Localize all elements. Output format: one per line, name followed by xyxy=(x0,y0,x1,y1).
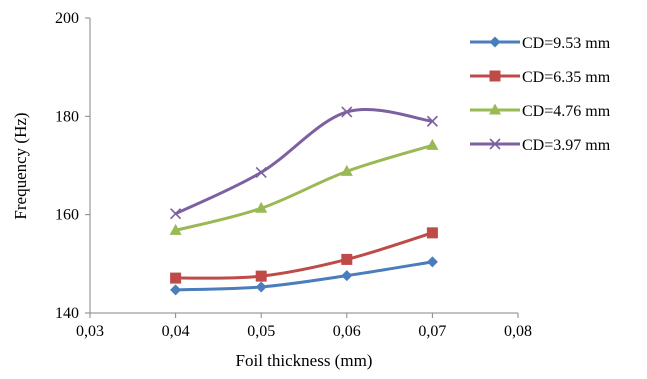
series-cd-3-97-mm xyxy=(170,106,438,220)
series-cd-6-35-mm xyxy=(170,227,438,284)
series-line xyxy=(175,143,433,232)
x-axis: 0,03 0,04 0,05 0,06 0,07 0,08 xyxy=(76,312,532,340)
legend-entry: CD=4.76 mm xyxy=(470,103,611,120)
y-tick-label: 160 xyxy=(55,207,79,224)
x-tick-label: 0,08 xyxy=(504,323,532,340)
legend-entry: CD=6.35 mm xyxy=(470,69,611,86)
y-axis-title: Frequency (Hz) xyxy=(11,112,30,219)
data-point xyxy=(170,208,182,220)
legend-label: CD=4.76 mm xyxy=(522,103,611,120)
x-axis-title: Foil thickness (mm) xyxy=(236,351,373,370)
data-point xyxy=(341,106,353,118)
legend-marker xyxy=(489,70,501,82)
data-point xyxy=(255,166,267,178)
legend-label: CD=6.35 mm xyxy=(522,69,611,86)
legend: CD=9.53 mm CD=6.35 mm CD=4.76 mm CD=3.97 mm xyxy=(470,35,611,154)
data-point xyxy=(170,284,182,296)
series-line xyxy=(175,231,433,280)
data-point xyxy=(170,272,182,284)
legend-marker xyxy=(489,138,501,150)
x-tick-label: 0,05 xyxy=(247,323,275,340)
y-tick-label: 200 xyxy=(55,10,79,27)
data-point xyxy=(169,223,182,235)
series-line xyxy=(175,260,433,292)
data-point xyxy=(341,253,353,265)
y-tick-label: 140 xyxy=(55,305,79,322)
legend-marker xyxy=(489,36,501,48)
x-tick-label: 0,03 xyxy=(76,323,104,340)
data-point xyxy=(426,256,438,268)
y-tick-label: 180 xyxy=(55,108,79,125)
series-cd-9-53-mm xyxy=(170,256,438,296)
series-line xyxy=(174,107,433,216)
data-point xyxy=(341,270,353,282)
data-point xyxy=(426,227,438,239)
data-point xyxy=(255,201,268,213)
x-tick-label: 0,06 xyxy=(333,323,361,340)
legend-marker xyxy=(489,103,501,115)
legend-label: CD=3.97 mm xyxy=(522,137,611,154)
data-point xyxy=(340,164,353,176)
data-point xyxy=(426,115,438,127)
data-point xyxy=(255,281,267,293)
legend-entry: CD=9.53 mm xyxy=(470,35,611,52)
y-axis: 140 160 180 200 xyxy=(55,10,91,322)
plot-area xyxy=(169,106,439,296)
data-point xyxy=(426,138,439,150)
data-point xyxy=(255,270,267,282)
x-tick-label: 0,04 xyxy=(162,323,190,340)
x-tick-label: 0,07 xyxy=(418,323,446,340)
legend-label: CD=9.53 mm xyxy=(522,35,611,52)
series-cd-4-76-mm xyxy=(169,138,439,235)
legend-entry: CD=3.97 mm xyxy=(470,137,611,154)
